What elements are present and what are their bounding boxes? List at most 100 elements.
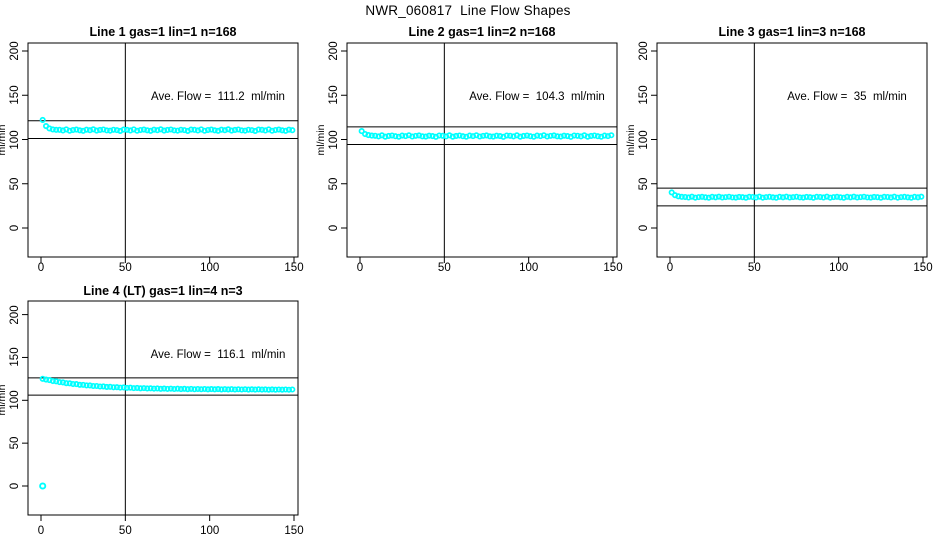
x-tick-label: 100 xyxy=(200,262,220,274)
data-point xyxy=(144,127,151,134)
data-point xyxy=(140,385,147,392)
data-point xyxy=(144,385,151,392)
data-point xyxy=(258,386,266,393)
data-point xyxy=(588,132,595,140)
data-point xyxy=(459,133,466,140)
data-point xyxy=(554,133,561,140)
data-point xyxy=(235,386,242,393)
data-point xyxy=(238,127,245,134)
data-point xyxy=(161,127,168,134)
data-point xyxy=(466,132,473,139)
data-point xyxy=(817,193,824,201)
data-point xyxy=(211,127,218,134)
data-point xyxy=(426,132,433,139)
data-point xyxy=(867,194,874,201)
data-point xyxy=(874,194,881,201)
x-tick-label: 50 xyxy=(437,262,451,274)
data-point xyxy=(161,385,168,392)
data-point xyxy=(365,132,372,139)
data-point xyxy=(911,193,918,200)
data-point xyxy=(167,385,174,392)
data-point xyxy=(725,193,733,200)
data-point xyxy=(130,385,137,392)
data-point xyxy=(56,126,63,133)
data-point xyxy=(191,126,198,133)
data-point xyxy=(732,194,739,201)
y-tick-label: 0 xyxy=(9,482,21,490)
data-points xyxy=(39,375,296,393)
data-point xyxy=(225,386,232,393)
x-tick-label: 100 xyxy=(519,262,539,274)
data-point xyxy=(776,193,783,200)
panel-1-plot xyxy=(22,42,299,263)
data-point xyxy=(372,132,379,139)
data-points xyxy=(39,116,296,134)
data-point xyxy=(272,386,279,393)
y-tick-label: 0 xyxy=(638,224,650,232)
data-point xyxy=(53,378,60,385)
data-point xyxy=(904,194,911,201)
data-point xyxy=(272,126,279,134)
data-point xyxy=(759,194,766,201)
x-tick-label: 150 xyxy=(284,262,304,274)
data-point xyxy=(399,132,406,139)
data-point xyxy=(201,127,208,134)
data-point xyxy=(844,193,851,200)
y-tick-label: 0 xyxy=(328,224,340,232)
data-point xyxy=(258,126,266,133)
data-point xyxy=(103,383,110,390)
data-point xyxy=(164,126,171,133)
y-tick-label: 0 xyxy=(9,224,21,232)
data-point xyxy=(164,385,171,392)
panel-2-y-axis-label: ml/min xyxy=(315,124,327,155)
data-point xyxy=(100,383,107,390)
y-tick-label: 200 xyxy=(328,41,340,61)
data-point xyxy=(358,128,365,135)
data-point xyxy=(517,133,524,140)
panel-1-y-axis-label: ml/min xyxy=(0,124,8,155)
data-point xyxy=(591,132,598,139)
data-point xyxy=(884,193,891,201)
data-point xyxy=(746,193,753,200)
data-point xyxy=(134,384,141,392)
y-tick-label: 150 xyxy=(9,85,21,105)
panel-1-ave-flow-annotation: Ave. Flow = 111.2 ml/min xyxy=(151,91,285,103)
data-point xyxy=(188,385,195,392)
data-point xyxy=(110,126,117,133)
plot-box xyxy=(656,42,928,258)
data-point xyxy=(181,127,188,134)
data-point xyxy=(73,381,80,388)
data-point xyxy=(803,193,810,200)
x-tick-label: 150 xyxy=(284,525,304,537)
data-point xyxy=(675,193,682,200)
data-point xyxy=(476,133,483,140)
data-point xyxy=(208,126,215,133)
data-point xyxy=(289,386,296,393)
data-point xyxy=(157,385,164,392)
data-point xyxy=(709,193,716,200)
data-point xyxy=(127,384,134,391)
data-point xyxy=(248,386,255,393)
data-point xyxy=(507,132,514,139)
data-point xyxy=(763,194,770,201)
data-point xyxy=(56,379,63,386)
data-point xyxy=(73,126,80,133)
data-point xyxy=(503,132,510,139)
data-point xyxy=(93,382,100,390)
data-point xyxy=(285,386,292,393)
data-point xyxy=(429,132,436,140)
data-point xyxy=(729,194,736,201)
data-point xyxy=(571,132,578,139)
data-point xyxy=(113,127,120,134)
y-tick-label: 50 xyxy=(9,436,21,450)
x-tick-label: 100 xyxy=(829,262,849,274)
data-point xyxy=(830,194,837,201)
data-point xyxy=(739,194,746,201)
data-point xyxy=(527,133,534,140)
data-point xyxy=(692,194,699,201)
x-tick-label: 0 xyxy=(356,262,364,274)
data-point xyxy=(736,193,743,200)
data-point xyxy=(456,132,463,139)
panel-4-plot xyxy=(22,300,299,521)
data-point xyxy=(245,386,252,393)
